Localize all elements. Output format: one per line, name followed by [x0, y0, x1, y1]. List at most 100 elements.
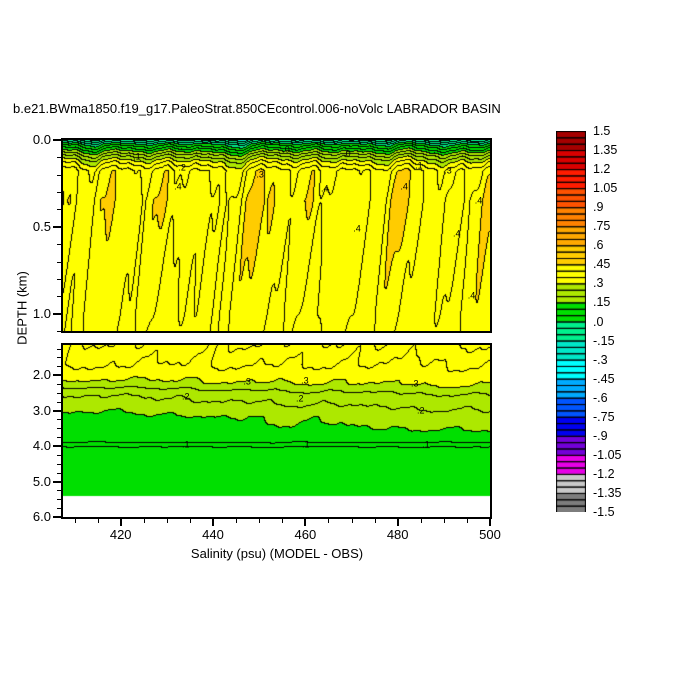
y-tick-label: 4.0	[32, 438, 51, 454]
axis-tick	[467, 519, 468, 523]
contour-label: .2	[178, 162, 186, 173]
axis-tick	[444, 519, 445, 523]
contour-label: .3	[444, 165, 452, 176]
colorbar-label: .0	[593, 314, 604, 329]
contour-label: .3	[301, 375, 309, 386]
x-tick-label: 460	[294, 527, 317, 542]
colorbar-label: .75	[593, 219, 611, 234]
x-axis-label: Salinity (psu) (MODEL - OBS)	[190, 546, 364, 561]
axis-tick	[190, 519, 191, 523]
axis-tick	[282, 519, 283, 523]
axis-tick	[119, 519, 122, 526]
axis-tick	[57, 209, 61, 210]
x-tick-label: 480	[386, 527, 409, 542]
y-tick-label: 0.0	[32, 132, 51, 147]
colorbar-label: .6	[593, 238, 604, 253]
contour-label: .4	[467, 290, 476, 301]
axis-tick	[53, 480, 61, 483]
y-tick-label: 2.0	[32, 367, 51, 383]
axis-tick	[57, 262, 61, 263]
axis-tick	[57, 279, 61, 280]
y-tick-label: 6.0	[32, 509, 51, 524]
contour-label: .1	[415, 160, 423, 171]
colorbar-label: -.75	[593, 409, 615, 424]
contour-label: .1	[182, 439, 190, 450]
axis-tick	[57, 464, 61, 465]
axis-tick	[375, 519, 376, 523]
axis-tick	[144, 519, 145, 523]
axis-tick	[53, 445, 61, 448]
axis-tick	[489, 519, 491, 526]
contour-label: .3	[410, 378, 419, 389]
contour-label: .4	[174, 181, 182, 192]
axis-tick	[57, 455, 61, 456]
contour-label: .3	[243, 376, 251, 387]
colorbar-label: .45	[593, 257, 611, 272]
axis-tick	[57, 428, 61, 429]
contour-label: .1	[422, 439, 430, 450]
contour-label: .2	[182, 391, 190, 402]
axis-tick	[328, 519, 329, 523]
plot-title: b.e21.BWma1850.f19_g17.PaleoStrat.850CEc…	[13, 101, 501, 116]
colorbar-label: -1.2	[593, 466, 615, 481]
axis-tick	[57, 366, 61, 367]
axis-tick	[57, 157, 61, 158]
axis-tick	[57, 349, 61, 350]
axis-tick	[53, 374, 61, 377]
colorbar-label: 1.5	[593, 124, 611, 138]
axis-tick	[57, 473, 61, 474]
colorbar-label: -.15	[593, 333, 615, 348]
axis-tick	[57, 384, 61, 385]
axis-tick	[57, 508, 61, 509]
axis-tick	[304, 519, 307, 526]
axis-tick	[57, 331, 61, 332]
axis-tick	[167, 519, 168, 523]
axis-tick	[57, 357, 61, 358]
contour-label: .3	[256, 169, 264, 180]
colorbar-label: -1.5	[593, 505, 615, 519]
axis-tick	[53, 225, 61, 228]
axis-tick	[57, 244, 61, 245]
upper-depth-panel	[61, 138, 492, 333]
axis-tick	[57, 175, 61, 176]
axis-tick	[98, 519, 99, 523]
contour-label: .4	[400, 181, 408, 192]
contour-label: .0	[282, 144, 290, 155]
axis-tick	[57, 437, 61, 438]
axis-tick	[57, 499, 61, 500]
contour-label: .4	[474, 195, 483, 206]
y-tick-label: 3.0	[32, 402, 51, 418]
colorbar-label: .15	[593, 295, 611, 310]
axis-tick	[57, 393, 61, 394]
axis-tick	[53, 139, 61, 141]
colorbar-label: .9	[593, 200, 604, 215]
axis-tick	[57, 192, 61, 193]
axis-tick	[57, 490, 61, 491]
axis-tick	[53, 409, 61, 412]
y-tick-label: 0.5	[32, 218, 51, 234]
axis-tick	[421, 519, 422, 523]
axis-tick	[57, 296, 61, 297]
colorbar-label: 1.05	[593, 181, 618, 196]
contour-label: .2	[416, 405, 425, 416]
colorbar-label: -.45	[593, 371, 615, 386]
y-tick-label: 5.0	[32, 473, 51, 489]
axis-tick	[259, 519, 260, 523]
colorbar-label: -.9	[593, 428, 608, 443]
colorbar-label: 1.35	[593, 143, 618, 158]
colorbar-label: -1.35	[593, 485, 622, 500]
colorbar-label: -.6	[593, 390, 608, 405]
lower-depth-panel	[61, 343, 492, 519]
contour-label: .4	[353, 223, 361, 234]
contour-label: .0	[343, 148, 351, 159]
axis-tick	[212, 519, 215, 526]
colorbar-label: -.3	[593, 352, 608, 367]
x-tick-label: 420	[109, 527, 132, 542]
contour-label: .1	[302, 439, 310, 450]
x-tick-label: 500	[479, 527, 501, 542]
contour-label: .4	[320, 183, 329, 194]
axis-tick	[53, 516, 61, 518]
axis-tick	[396, 519, 399, 526]
y-tick-label: 1.0	[32, 305, 51, 321]
